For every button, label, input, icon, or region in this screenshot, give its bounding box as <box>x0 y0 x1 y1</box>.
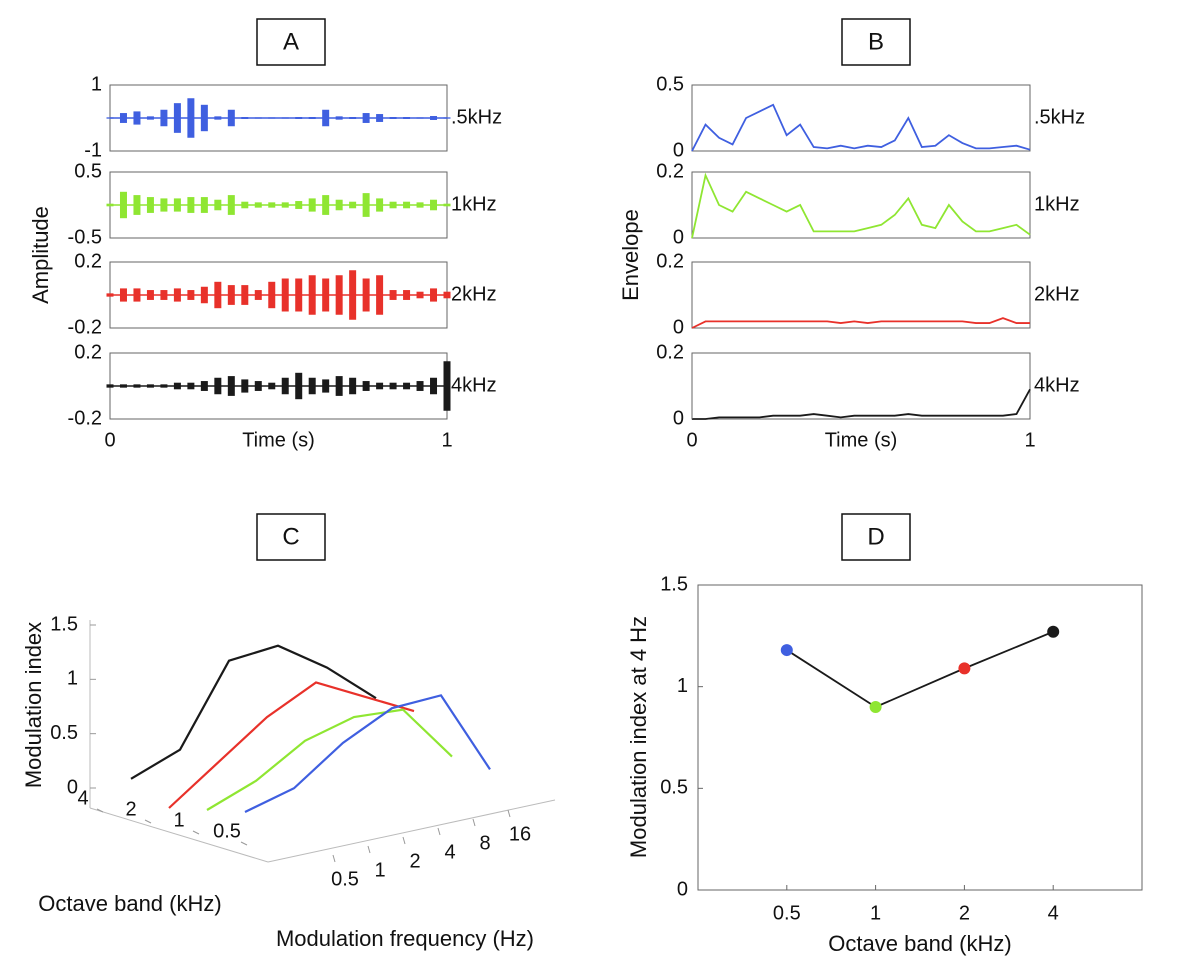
band-tick-label: 4 <box>77 787 88 809</box>
y-tick-label: 0.2 <box>74 250 102 272</box>
band-tick-label: 2 <box>125 798 136 820</box>
x-tick-label: 1 <box>1024 429 1035 451</box>
y-tick-label: 0.2 <box>656 250 684 272</box>
band-label: 4kHz <box>451 374 497 396</box>
y-tick-label: 0.2 <box>656 160 684 182</box>
y-tick-label: 0 <box>677 878 688 900</box>
x-tick-label: 0 <box>686 429 697 451</box>
x-axis-label: Time (s) <box>242 429 315 451</box>
envelope-line <box>692 388 1031 420</box>
envelope-line <box>691 103 1031 152</box>
panel-label: C <box>282 523 299 550</box>
y-axis-label: Modulation index <box>21 622 46 788</box>
panel-label: A <box>283 28 299 55</box>
y-tick-label: 0.5 <box>74 160 102 182</box>
x-tick-label: 0.5 <box>773 902 801 924</box>
x-tick-label: 4 <box>1048 902 1059 924</box>
band-tick <box>192 830 200 835</box>
y-tick-label: -0.2 <box>68 316 102 338</box>
series-line <box>168 681 415 809</box>
x-axis-label: Octave band (kHz) <box>828 931 1011 956</box>
freq-tick <box>402 836 406 845</box>
y-tick-label: 0 <box>673 139 684 161</box>
z-tick-label: 1.5 <box>50 613 78 635</box>
band-label: 1kHz <box>451 193 497 215</box>
freq-tick <box>332 854 336 863</box>
x-tick-label: 2 <box>959 902 970 924</box>
band-label: 4kHz <box>1034 374 1080 396</box>
band-axis-label: Octave band (kHz) <box>38 891 221 916</box>
panel-label-box <box>256 18 326 66</box>
y-tick-label: -0.5 <box>68 226 102 248</box>
y-tick-label: 0.5 <box>656 73 684 95</box>
band-label: 2kHz <box>451 283 497 305</box>
freq-axis <box>267 799 556 863</box>
z-tick-label: 1 <box>67 668 78 690</box>
subplot-frame <box>691 84 1031 152</box>
y-tick-label: -1 <box>84 139 102 161</box>
band-tick <box>96 808 104 813</box>
freq-tick <box>367 845 371 854</box>
series-line <box>244 694 491 813</box>
band-label: 2kHz <box>1034 283 1080 305</box>
band-tick-label: 1 <box>173 809 184 831</box>
y-tick-label: 0.2 <box>656 341 684 363</box>
y-tick-label: 0 <box>673 226 684 248</box>
subplot-frame <box>691 261 1031 329</box>
band-axis <box>89 807 269 863</box>
point <box>1047 625 1060 638</box>
x-axis-label: Time (s) <box>825 429 898 451</box>
y-axis-label: Amplitude <box>28 206 53 304</box>
band-tick <box>240 841 248 846</box>
y-tick-label: 0.2 <box>74 341 102 363</box>
freq-tick-label: 8 <box>479 832 490 854</box>
series-line <box>130 644 377 780</box>
y-tick-label: 1.5 <box>660 573 688 595</box>
panel-label-box <box>841 513 911 561</box>
plot-frame <box>697 584 1143 891</box>
freq-tick <box>507 809 511 818</box>
x-tick-label: 0 <box>104 429 115 451</box>
point <box>958 662 971 675</box>
freq-tick-label: 0.5 <box>331 868 359 890</box>
freq-tick-label: 16 <box>509 823 531 845</box>
y-tick-label: 0.5 <box>660 777 688 799</box>
band-label: .5kHz <box>1034 106 1085 128</box>
y-tick-label: 0 <box>673 316 684 338</box>
point <box>780 644 793 657</box>
freq-tick-label: 4 <box>444 841 455 863</box>
z-tick-label: 0.5 <box>50 722 78 744</box>
subplot-frame <box>691 171 1031 239</box>
series-line <box>786 630 1054 709</box>
series-line <box>206 708 453 811</box>
band-tick <box>144 819 152 824</box>
z-tick-label: 0 <box>67 776 78 798</box>
y-tick-label: 1 <box>91 73 102 95</box>
x-tick-label: 1 <box>870 902 881 924</box>
y-tick-label: -0.2 <box>68 407 102 429</box>
freq-axis-label: Modulation frequency (Hz) <box>276 926 534 951</box>
y-tick-label: 1 <box>677 675 688 697</box>
freq-tick-label: 2 <box>409 850 420 872</box>
x-tick-label: 1 <box>441 429 452 451</box>
envelope-line <box>691 172 1031 239</box>
point <box>869 701 882 713</box>
envelope-line <box>691 317 1030 329</box>
freq-tick-label: 1 <box>374 859 385 881</box>
band-label: .5kHz <box>451 106 502 128</box>
band-label: 1kHz <box>1034 193 1080 215</box>
y-axis-label: Modulation index at 4 Hz <box>626 616 651 858</box>
panel-label: B <box>868 28 884 55</box>
panel-label-box <box>841 18 911 66</box>
panel-label-box <box>256 513 326 561</box>
y-tick-label: 0 <box>673 407 684 429</box>
panel-label: D <box>867 523 884 550</box>
subplot-frame <box>691 352 1031 420</box>
freq-tick <box>472 818 476 827</box>
y-axis-label: Envelope <box>618 209 643 301</box>
freq-tick <box>437 827 441 836</box>
band-tick-label: 0.5 <box>213 820 241 842</box>
